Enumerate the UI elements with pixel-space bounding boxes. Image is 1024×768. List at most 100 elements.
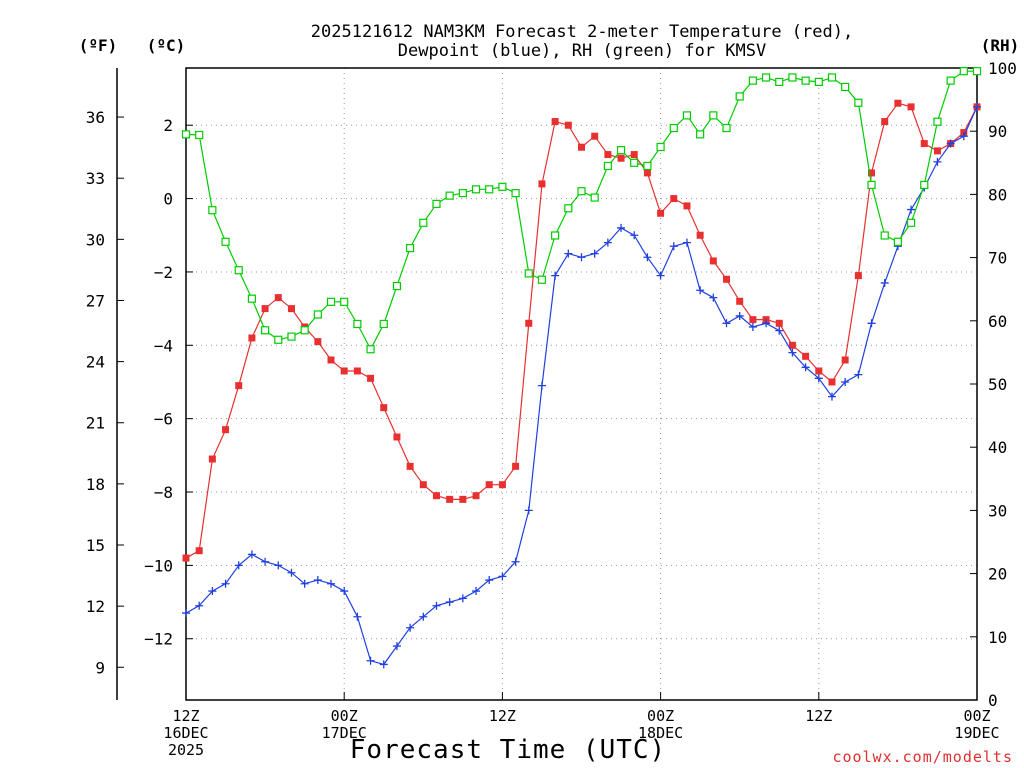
dewpoint-point [366,656,375,665]
temperature-point [643,169,651,177]
rh-point [340,297,349,306]
rh-point [590,193,599,202]
rh-point [946,76,955,85]
fahrenheit-tick-label: 27 [86,291,105,310]
temperature-point [815,367,823,375]
dewpoint-point [709,293,718,302]
rh-point [696,130,705,139]
dewpoint-point [801,363,810,372]
temperature-point [314,338,322,346]
dewpoint-point [669,242,678,251]
fahrenheit-tick-label: 18 [86,475,105,494]
rh-point [261,326,270,335]
rh-point [300,326,309,335]
rh-point [551,231,560,240]
x-tick-label: 19DEC [954,724,999,742]
rh-tick-label: 60 [988,312,1007,331]
rh-point [221,237,230,246]
temperature-point [933,147,941,155]
rh-tick-label: 0 [988,691,998,710]
rh-point [867,180,876,190]
x-tick-label: 12Z [172,707,199,725]
x-tick-label: 00Z [331,707,358,725]
fahrenheit-tick-label: 12 [86,597,105,616]
temperature-point [485,481,493,489]
rh-point [972,67,982,76]
rh-point [603,161,612,171]
dewpoint-point [551,271,560,280]
temperature-point [802,352,810,360]
dewpoint-point [590,249,599,258]
dewpoint-point [867,319,876,328]
rh-point [630,158,639,167]
x-tick-label: 00Z [647,707,674,725]
rh-point [577,187,586,196]
temperature-series [182,99,981,562]
rh-point [933,117,942,126]
dewpoint-point [722,319,731,328]
rh-point [366,345,375,354]
temperature-point [736,297,744,305]
dewpoint-point [406,623,415,632]
rh-point [893,237,903,246]
rh-point [326,297,336,306]
rh-point [287,332,296,341]
rh-point [801,76,810,85]
fahrenheit-tick-label: 24 [86,353,105,372]
temperature-point [459,495,467,503]
dewpoint-point [379,660,388,669]
dewpoint-point [788,348,797,357]
temperature-point [828,378,836,386]
dewpoint-point [537,381,546,390]
x-tick-label: 00Z [963,707,990,725]
dewpoint-point [577,253,586,262]
dewpoint-point [221,579,230,588]
celsius-tick-label: −10 [144,556,173,575]
gridlines [186,68,977,700]
temperature-point [419,481,427,489]
chart-title-line2: Dewpoint (blue), RH (green) for KMSV [398,41,766,61]
temperature-point [788,341,796,349]
dewpoint-point [656,271,665,280]
dewpoint-series [182,102,981,669]
dewpoint-point [617,223,626,232]
dewpoint-point [261,557,270,566]
temperature-point [907,103,915,111]
credit-text: coolwx.com/modelts [832,748,1013,766]
celsius-tick-label: −8 [154,483,173,502]
temperature-point [604,151,612,159]
temperature-point [564,121,572,129]
rh-point [353,319,362,329]
temperature-point [222,426,230,434]
dewpoint-point [564,249,573,258]
fahrenheit-tick-label: 33 [86,169,105,188]
rh-point [709,111,718,120]
temperature-point [578,143,585,151]
rh-tick-label: 80 [988,185,1007,204]
rh-point [511,189,520,198]
dewpoint-point [498,572,507,581]
x-tick-label: 12Z [805,707,832,725]
temperature-point [775,319,783,327]
dewpoint-point [524,506,533,515]
dewpoint-point [748,322,757,331]
rh-point [841,82,850,92]
rh-point [471,185,481,194]
dewpoint-point [287,568,296,577]
data-series [181,67,982,669]
temperature-point [274,294,282,302]
rh-point [524,269,533,278]
dewpoint-point [327,579,336,588]
temperature-point [472,492,480,500]
temperature-point [512,462,520,470]
temperature-point [327,356,335,364]
rh-point [735,92,744,101]
fahrenheit-tick-label: 21 [86,414,105,433]
temperature-point [854,272,862,280]
plot-frame [185,67,978,701]
rh-tick-label: 10 [988,628,1007,647]
x-tick-label: 18DEC [638,724,683,742]
rh-point [854,98,863,107]
rh-point [274,335,283,344]
x-tick-label: 17DEC [322,724,367,742]
